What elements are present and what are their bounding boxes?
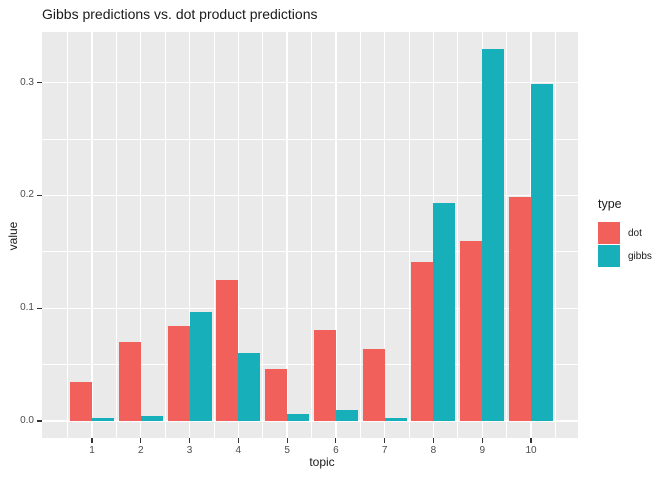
x-tick-label: 6 xyxy=(333,445,339,456)
chart-panel xyxy=(42,32,578,438)
x-tick-mark xyxy=(237,438,239,443)
x-tick-label: 1 xyxy=(89,445,95,456)
gridline-x-minor xyxy=(115,32,117,438)
bar-dot-topic-10 xyxy=(509,196,532,421)
gridline-x-major xyxy=(237,32,240,438)
gridline-y-major xyxy=(42,194,578,197)
bar-gibbs-topic-6 xyxy=(335,409,358,421)
gridline-y-minor xyxy=(42,364,578,365)
gridline-x-minor xyxy=(555,32,556,438)
bar-dot-topic-6 xyxy=(313,329,336,421)
bar-dot-topic-7 xyxy=(362,348,385,421)
bar-gibbs-topic-10 xyxy=(531,83,554,421)
x-tick-label: 8 xyxy=(430,445,437,456)
bar-gibbs-topic-8 xyxy=(433,203,456,421)
gridline-x-minor xyxy=(408,32,410,438)
bar-dot-topic-8 xyxy=(411,261,434,421)
gridline-x-major xyxy=(91,32,93,438)
x-tick-mark xyxy=(335,438,337,443)
legend-title: type xyxy=(598,197,622,211)
bar-gibbs-topic-1 xyxy=(92,417,114,421)
x-tick-label: 5 xyxy=(284,445,290,456)
gridline-x-minor xyxy=(213,32,215,438)
bar-gibbs-topic-9 xyxy=(482,48,505,421)
x-tick-mark xyxy=(188,438,191,443)
x-tick-mark xyxy=(481,438,483,443)
gridline-x-major xyxy=(188,32,191,438)
y-tick-label: 0.2 xyxy=(20,189,34,201)
gridline-x-major xyxy=(140,32,142,438)
x-axis-title: topic xyxy=(309,455,335,469)
gridline-x-minor xyxy=(262,32,264,438)
y-tick-label: 0.1 xyxy=(20,302,34,314)
y-tick-mark xyxy=(37,420,42,422)
gridline-y-major xyxy=(42,307,578,309)
x-tick-label: 4 xyxy=(235,445,242,456)
gridline-x-major xyxy=(481,32,483,438)
x-tick-label: 9 xyxy=(479,445,486,456)
gridline-y-minor xyxy=(42,138,578,140)
gridline-x-major xyxy=(432,32,435,438)
bar-gibbs-topic-3 xyxy=(189,311,212,421)
gridline-x-minor xyxy=(67,32,68,438)
legend-label-dot: dot xyxy=(628,227,642,239)
y-tick-mark xyxy=(37,307,42,309)
x-tick-mark xyxy=(432,438,435,443)
x-tick-label: 7 xyxy=(381,445,388,456)
gridline-y-minor xyxy=(42,251,578,253)
legend-swatch-dot xyxy=(598,222,620,244)
x-tick-mark xyxy=(286,438,288,443)
gridline-x-major xyxy=(383,32,386,438)
gridline-x-minor xyxy=(164,32,166,438)
x-tick-label: 10 xyxy=(525,445,537,456)
bar-gibbs-topic-4 xyxy=(238,353,261,421)
bar-dot-topic-9 xyxy=(460,240,483,421)
x-tick-label: 3 xyxy=(186,445,193,456)
bar-dot-topic-4 xyxy=(216,280,239,421)
bar-dot-topic-5 xyxy=(265,369,288,421)
bar-dot-topic-2 xyxy=(118,342,141,421)
bar-gibbs-topic-5 xyxy=(287,414,310,421)
legend-swatch-gibbs xyxy=(598,245,620,267)
y-tick-label: 0.3 xyxy=(20,76,34,88)
plot-title: Gibbs predictions vs. dot product predic… xyxy=(42,6,318,22)
gridline-x-minor xyxy=(311,32,312,438)
gridline-y-major xyxy=(42,81,578,84)
legend: type dot gibbs xyxy=(598,197,672,268)
y-axis-title: value xyxy=(6,221,20,251)
legend-entries: dot gibbs xyxy=(598,222,672,267)
bar-gibbs-topic-7 xyxy=(384,417,407,421)
gridline-x-minor xyxy=(506,32,508,438)
y-tick-mark xyxy=(37,82,42,84)
gridline-x-minor xyxy=(457,32,459,438)
bar-gibbs-topic-2 xyxy=(140,416,163,421)
gridline-y-major xyxy=(42,420,578,422)
legend-label-gibbs: gibbs xyxy=(628,250,652,262)
legend-entry-dot: dot xyxy=(598,222,672,244)
x-tick-label: 2 xyxy=(137,445,144,456)
x-tick-mark xyxy=(384,438,386,443)
y-tick-mark xyxy=(37,194,42,196)
x-tick-mark xyxy=(91,438,93,443)
legend-entry-gibbs: gibbs xyxy=(598,245,672,267)
x-tick-mark xyxy=(140,438,142,443)
bar-dot-topic-3 xyxy=(167,326,190,421)
gridline-x-minor xyxy=(359,32,361,438)
bar-dot-topic-1 xyxy=(70,381,92,421)
gridline-x-major xyxy=(286,32,288,438)
x-tick-mark xyxy=(530,438,532,443)
y-tick-label: 0.0 xyxy=(20,415,34,426)
gridline-x-major xyxy=(335,32,337,438)
